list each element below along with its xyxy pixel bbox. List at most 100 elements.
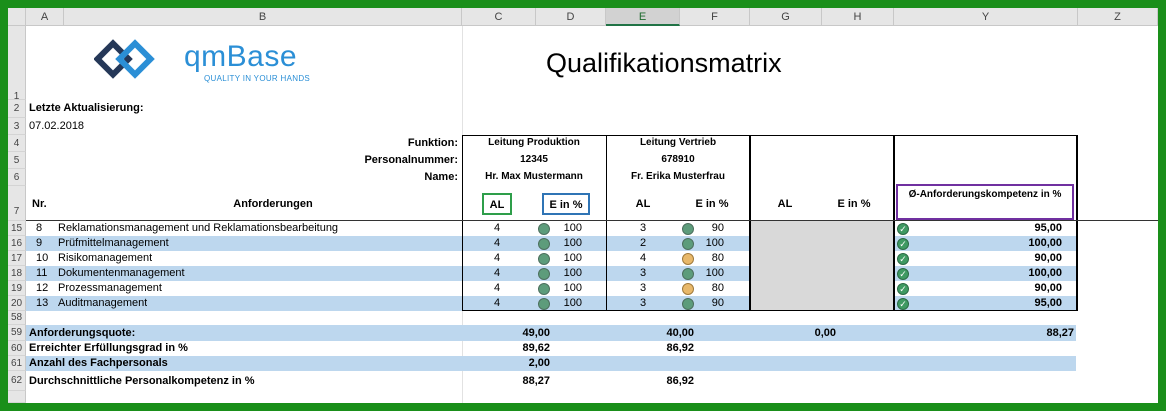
- row-header[interactable]: 2: [8, 100, 26, 118]
- p1-e[interactable]: 100: [563, 267, 582, 279]
- anforderungsquote-p1[interactable]: 49,00: [522, 327, 550, 339]
- personalkompetenz-label[interactable]: Durchschnittliche Personalkompetenz in %: [29, 375, 255, 387]
- row-header[interactable]: 61: [8, 356, 26, 371]
- row-header[interactable]: [8, 391, 26, 403]
- p1-al[interactable]: 4: [493, 252, 501, 264]
- row-header[interactable]: 16: [8, 236, 26, 251]
- p1-e[interactable]: 100: [563, 297, 582, 309]
- avg-value[interactable]: 100,00: [1028, 237, 1062, 249]
- row-header[interactable]: 19: [8, 281, 26, 296]
- p2-e[interactable]: 100: [705, 267, 724, 279]
- personalkompetenz-p2[interactable]: 86,92: [666, 375, 694, 387]
- anzahl-value[interactable]: 2,00: [528, 357, 550, 369]
- anforderungsquote-p2[interactable]: 40,00: [666, 327, 694, 339]
- name-label: Name:: [424, 171, 458, 183]
- status-yellow-icon: [682, 253, 694, 265]
- req-nr[interactable]: 9: [36, 237, 43, 249]
- row-header[interactable]: 4: [8, 135, 26, 152]
- anforderungsquote-y[interactable]: 88,27: [1046, 327, 1074, 339]
- column-header-f[interactable]: F: [680, 8, 750, 26]
- column-header-d[interactable]: D: [536, 8, 606, 26]
- row-header[interactable]: 15: [8, 221, 26, 236]
- row-header[interactable]: 7: [8, 186, 26, 221]
- req-nr[interactable]: 12: [36, 282, 49, 294]
- p2-al[interactable]: 4: [639, 252, 647, 264]
- p2-e[interactable]: 90: [711, 297, 724, 309]
- req-name[interactable]: Reklamationsmanagement und Reklamationsb…: [58, 222, 339, 234]
- p1-e[interactable]: 100: [563, 237, 582, 249]
- avg-value[interactable]: 90,00: [1034, 282, 1062, 294]
- anforderungsquote-label[interactable]: Anforderungsquote:: [29, 327, 136, 339]
- row-header[interactable]: 3: [8, 118, 26, 135]
- p2-al[interactable]: 3: [639, 297, 647, 309]
- column-header-c[interactable]: C: [462, 8, 536, 26]
- p2-e[interactable]: 90: [711, 222, 724, 234]
- row-header[interactable]: 18: [8, 266, 26, 281]
- avg-value[interactable]: 95,00: [1034, 297, 1062, 309]
- avg-value[interactable]: 100,00: [1028, 267, 1062, 279]
- p2-al[interactable]: 3: [639, 222, 647, 234]
- al-header-person-1: AL: [482, 193, 512, 215]
- p2-e[interactable]: 80: [711, 252, 724, 264]
- column-header-e[interactable]: E: [606, 8, 680, 26]
- erfuellungsgrad-label[interactable]: Erreichter Erfüllungsgrad in %: [29, 342, 188, 354]
- column-header-b[interactable]: B: [64, 8, 462, 26]
- person-1-name: Hr. Max Mustermann: [485, 171, 583, 182]
- person-1-funktion: Leitung Produktion: [488, 137, 580, 148]
- req-name[interactable]: Prüfmittelmanagement: [58, 237, 169, 249]
- column-header-h[interactable]: H: [822, 8, 894, 26]
- p2-al[interactable]: 2: [639, 237, 647, 249]
- req-name[interactable]: Prozessmanagement: [58, 282, 162, 294]
- anforderungsquote-g[interactable]: 0,00: [814, 327, 836, 339]
- logo-name: qmBase: [184, 40, 298, 73]
- row-header[interactable]: 58: [8, 311, 26, 325]
- p1-e[interactable]: 100: [563, 252, 582, 264]
- column-header-z[interactable]: Z: [1078, 8, 1158, 26]
- erfuellungsgrad-p1[interactable]: 89,62: [522, 342, 550, 354]
- avg-value[interactable]: 90,00: [1034, 252, 1062, 264]
- row-header[interactable]: 20: [8, 296, 26, 311]
- avg-value[interactable]: 95,00: [1034, 222, 1062, 234]
- erfuellungsgrad-p2[interactable]: 86,92: [666, 342, 694, 354]
- row-header[interactable]: 1: [8, 26, 26, 102]
- column-header-g[interactable]: G: [750, 8, 822, 26]
- e-header-person-1: E in %: [542, 193, 590, 215]
- p2-al[interactable]: 3: [639, 267, 647, 279]
- row-header[interactable]: 60: [8, 341, 26, 356]
- row-header[interactable]: 62: [8, 371, 26, 391]
- row-header[interactable]: 6: [8, 169, 26, 186]
- anforderungen-header: Anforderungen: [233, 198, 313, 210]
- person-1-personalnummer: 12345: [520, 154, 548, 165]
- anzahl-label[interactable]: Anzahl des Fachpersonals: [29, 357, 168, 369]
- row-header[interactable]: 59: [8, 325, 26, 341]
- p1-e[interactable]: 100: [563, 282, 582, 294]
- person-2-funktion: Leitung Vertrieb: [639, 137, 717, 148]
- req-nr[interactable]: 8: [36, 222, 43, 234]
- p1-e[interactable]: 100: [563, 222, 582, 234]
- select-all-corner[interactable]: [8, 8, 26, 26]
- check-icon: ✓: [897, 238, 909, 250]
- column-header-y[interactable]: Y: [894, 8, 1078, 26]
- req-name[interactable]: Auditmanagement: [58, 297, 148, 309]
- person-2-personalnummer: 678910: [661, 154, 695, 165]
- req-name[interactable]: Risikomanagement: [58, 252, 153, 264]
- p1-al[interactable]: 4: [493, 267, 501, 279]
- p1-al[interactable]: 4: [493, 297, 501, 309]
- row-header[interactable]: 17: [8, 251, 26, 266]
- personalkompetenz-p1[interactable]: 88,27: [522, 375, 550, 387]
- p1-al[interactable]: 4: [493, 222, 501, 234]
- qmbase-logo: qmBase QUALITY IN YOUR HANDS: [94, 38, 324, 88]
- e-header-person-2: E in %: [695, 198, 729, 210]
- p1-al[interactable]: 4: [493, 282, 501, 294]
- row-header[interactable]: 5: [8, 152, 26, 169]
- p1-al[interactable]: 4: [493, 237, 501, 249]
- req-nr[interactable]: 10: [36, 252, 49, 264]
- req-nr[interactable]: 13: [36, 297, 49, 309]
- p2-e[interactable]: 80: [711, 282, 724, 294]
- status-green-icon: [538, 223, 550, 235]
- p2-al[interactable]: 3: [639, 282, 647, 294]
- req-nr[interactable]: 11: [36, 267, 48, 279]
- column-header-a[interactable]: A: [26, 8, 64, 26]
- req-name[interactable]: Dokumentenmanagement: [58, 267, 185, 279]
- p2-e[interactable]: 100: [705, 237, 724, 249]
